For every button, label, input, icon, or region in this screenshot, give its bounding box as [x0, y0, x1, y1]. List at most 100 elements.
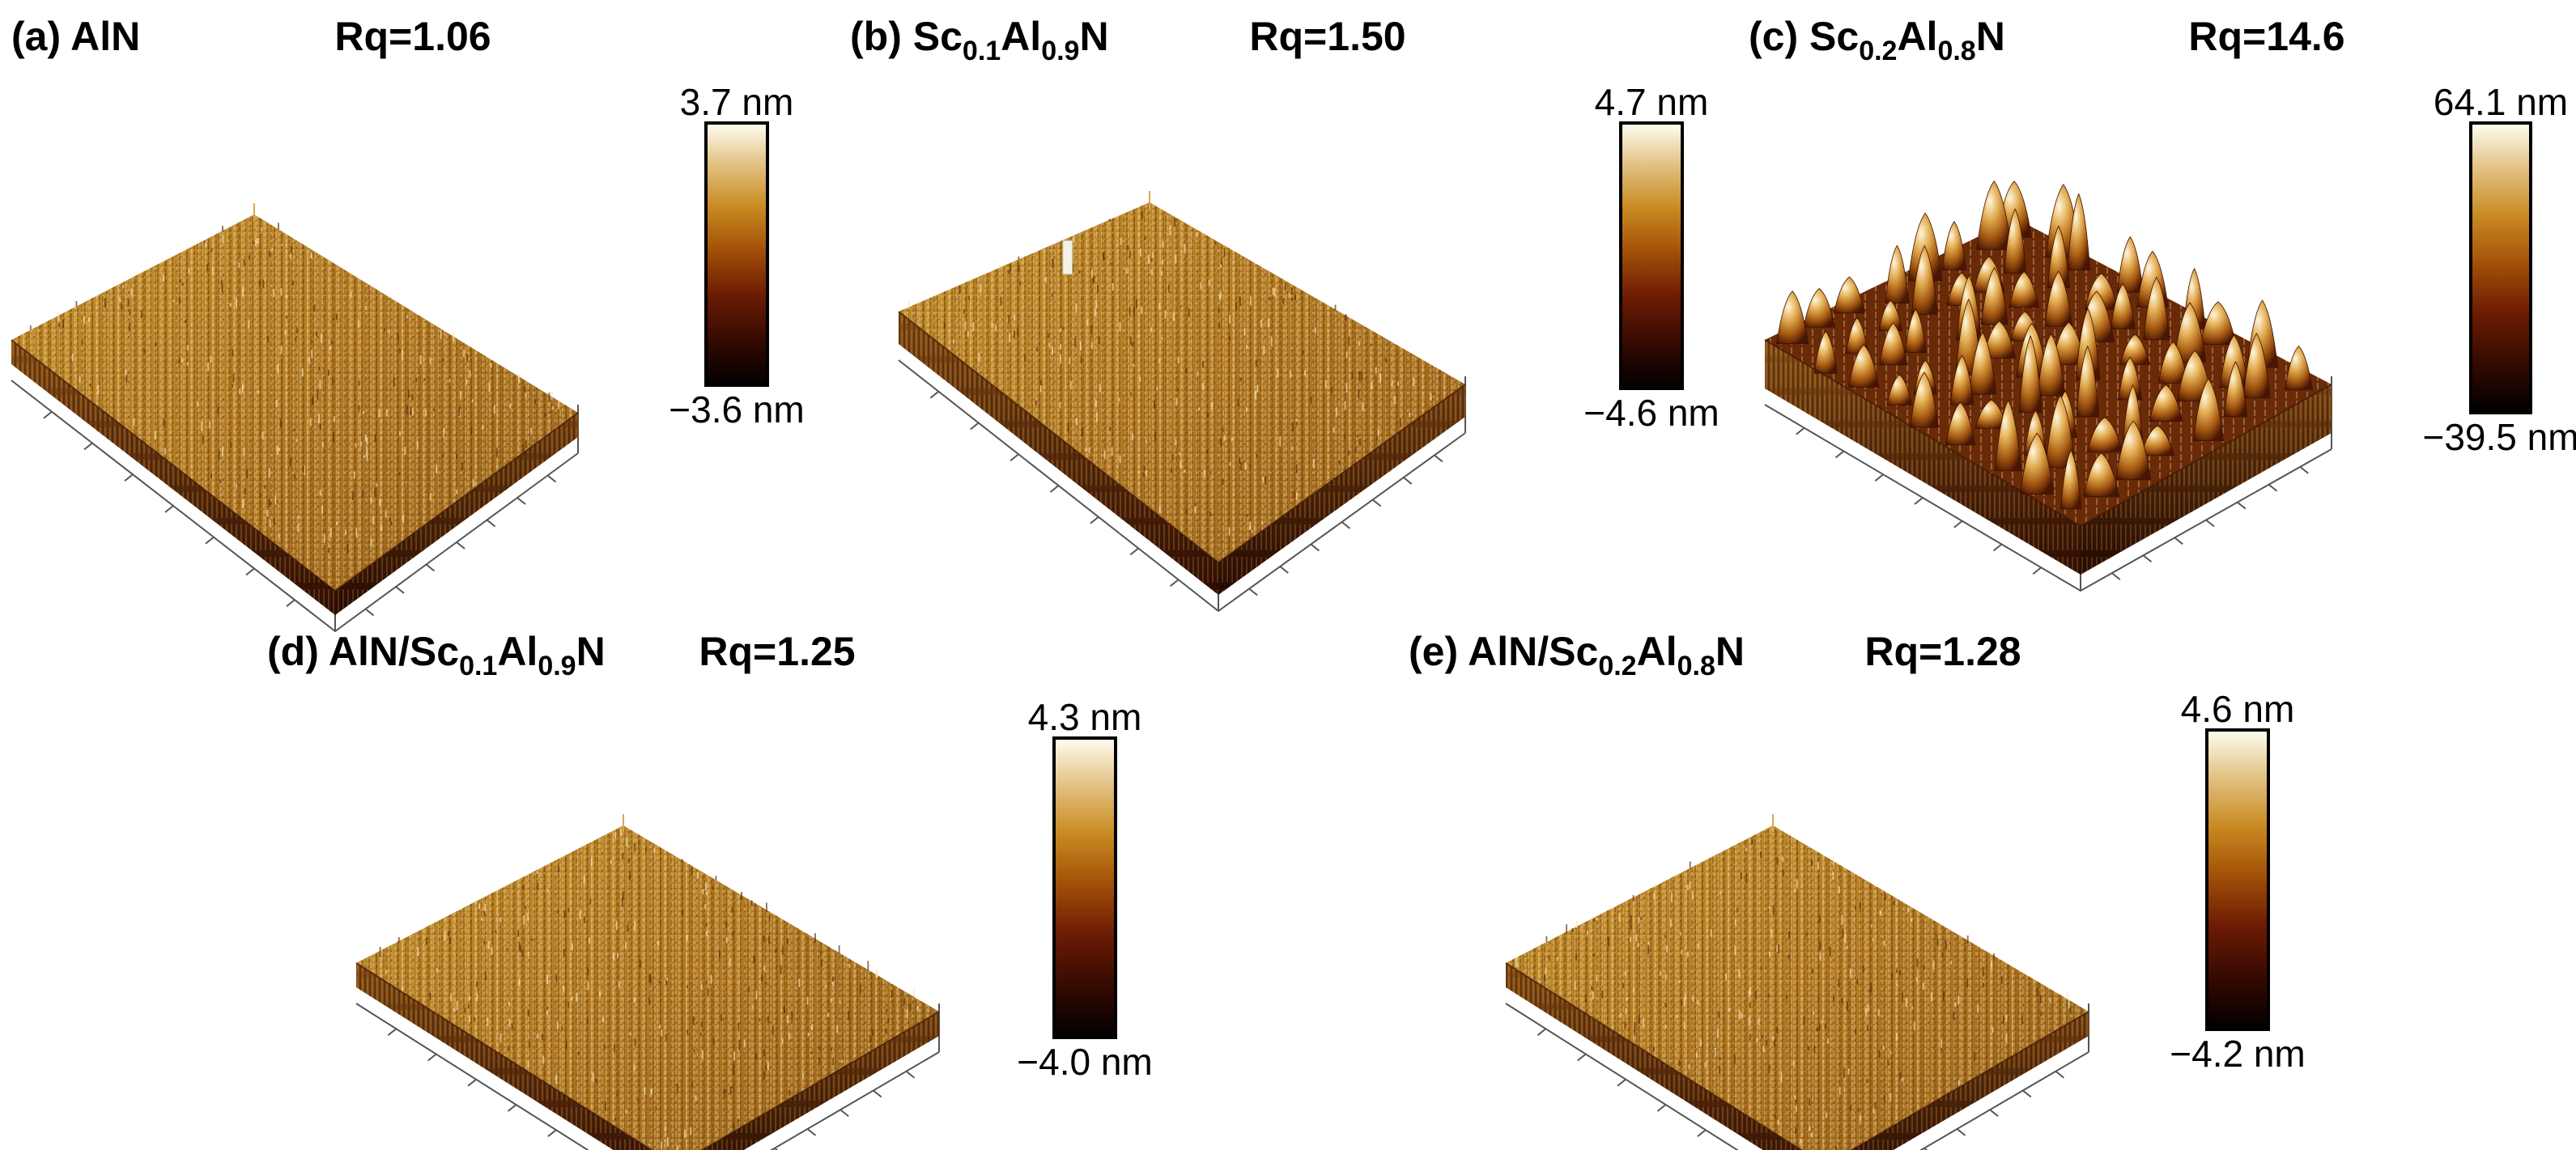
axis-tick	[486, 519, 496, 528]
axis-tick	[970, 422, 980, 431]
axis-tick	[1697, 1129, 1707, 1138]
surface-side-texture	[335, 413, 578, 615]
material-text: N	[1976, 14, 2005, 59]
surface-edge	[1764, 339, 2332, 528]
axis-tick	[1989, 1109, 1999, 1118]
axis-tick	[83, 442, 93, 451]
afm-panel-e: (e) AlN/Sc0.2​Al0.8​NRq=1.284.6 nm−4.2 n…	[1409, 629, 2306, 1150]
material-subscript: 0.1	[963, 36, 1001, 66]
axis-tick	[364, 608, 375, 617]
color-scale-min: −39.5 nm	[2422, 416, 2576, 458]
afm-panel-d: (d) AlN/Sc0.1​Al0.9​NRq=1.254.3 nm−4.0 n…	[267, 629, 1153, 1150]
material-text: Al	[1897, 14, 1937, 59]
surface-edge	[898, 311, 1466, 564]
axis-tick	[1049, 485, 1060, 493]
axis-tick	[1310, 543, 1320, 552]
axis-tick	[1914, 497, 1923, 505]
surface-hillock	[2115, 420, 2152, 481]
panel-label: (e) AlN/Sc0.2​Al0.8​N	[1409, 629, 1745, 681]
surface-hillock	[2076, 345, 2100, 417]
color-scale-bar	[2205, 728, 2270, 1031]
material-subscript: 0.2	[1859, 36, 1897, 66]
material-text: Al	[1001, 14, 1041, 59]
axis-tick	[2174, 537, 2183, 545]
surface-particle	[1062, 240, 1073, 275]
axis-tick	[1796, 426, 1805, 435]
material-subscript: 0.8	[1937, 36, 1975, 66]
material-text: Al	[497, 629, 538, 674]
axis-tick	[286, 599, 295, 608]
axis-tick	[2032, 567, 2042, 575]
surface-edge	[355, 962, 940, 1150]
axis-tick	[1170, 579, 1180, 588]
surface-hillock	[1994, 399, 2022, 471]
surface-hillock	[2143, 276, 2170, 341]
panel-letter: (a)	[11, 14, 61, 59]
surface-hillock	[2019, 432, 2055, 495]
surface-hillock	[1885, 244, 1910, 303]
material-text: AlN/Sc	[329, 629, 459, 674]
axis-tick	[1577, 1053, 1587, 1062]
material-text: N	[1079, 14, 1108, 59]
axis-tick	[1403, 477, 1413, 485]
axis-tick	[507, 1104, 517, 1112]
axis-tick	[427, 1053, 437, 1062]
surface-hillock	[1904, 308, 1927, 354]
color-scale-min: −4.6 nm	[1583, 392, 1719, 434]
axis-tick	[1617, 1078, 1626, 1087]
material-subscript: 0.2	[1598, 651, 1636, 681]
surface-hillock	[2242, 333, 2271, 399]
surface-edge	[1505, 962, 2089, 1150]
panel-letter: (c)	[1749, 14, 1798, 59]
surface-hillock	[2045, 394, 2076, 469]
surface-top-texture	[899, 202, 1465, 562]
axis-tick	[806, 1128, 817, 1136]
surface-hillock	[1976, 180, 2013, 250]
axis-tick	[205, 536, 215, 545]
surface-hillock	[1845, 317, 1869, 354]
surface-hillock	[1910, 371, 1939, 428]
surface-side-texture	[899, 312, 1218, 595]
axis-tick	[873, 1089, 882, 1098]
axis-tick	[1372, 499, 1382, 507]
axis-tick	[1537, 1028, 1546, 1037]
surface-hillock	[2075, 308, 2101, 380]
axis-tick	[425, 563, 436, 572]
surface-hillock	[2192, 378, 2225, 442]
surface-hillock	[1848, 344, 1880, 388]
surface-hillock	[1949, 354, 1975, 405]
surface-hillock	[1813, 330, 1838, 374]
axis-tick	[2237, 501, 2247, 510]
panel-letter: (d)	[267, 629, 319, 674]
surface-hillock	[1911, 244, 1938, 315]
axis-tick	[395, 586, 405, 594]
material-subscript: 0.9	[538, 651, 576, 681]
surface-hillock	[2018, 335, 2043, 414]
material-text: AlN	[70, 14, 140, 59]
axis-tick	[516, 497, 526, 505]
surface-hillock	[1983, 320, 2017, 359]
surface-hillock	[2219, 334, 2249, 388]
panel-letter: (b)	[850, 14, 902, 59]
surface-hillock	[2060, 449, 2082, 510]
material-text: Sc	[913, 14, 963, 59]
color-scale-min: −4.2 nm	[2170, 1033, 2306, 1075]
color-scale-max: 3.7 nm	[680, 81, 794, 123]
color-scale-bar	[1052, 736, 1117, 1039]
color-scale-max: 64.1 nm	[2434, 81, 2568, 123]
surface-side-texture	[11, 340, 335, 615]
axis-tick	[124, 473, 134, 482]
color-scale-min: −4.0 nm	[1017, 1041, 1153, 1083]
axis-tick	[840, 1109, 849, 1118]
afm-surface-3d	[898, 191, 1466, 613]
axis-tick	[1129, 547, 1139, 556]
material-text: N	[1715, 629, 1745, 674]
surface-hillock	[1941, 221, 1967, 270]
axis-tick	[467, 1078, 477, 1087]
material-text: Al	[1637, 629, 1677, 674]
axis-tick	[2022, 1089, 2032, 1098]
surface-side-texture	[1765, 340, 2081, 575]
axis-tick	[547, 1129, 557, 1138]
surface-hillock	[2044, 270, 2073, 327]
surface-hillock	[1945, 401, 1976, 446]
